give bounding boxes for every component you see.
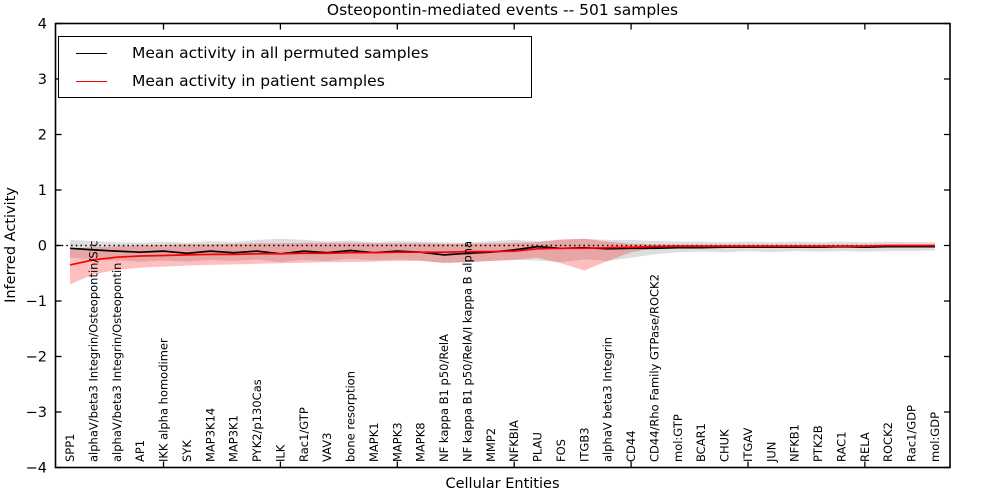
legend-label-patient: Mean activity in patient samples	[132, 72, 385, 90]
x-category-label: ITGAV	[741, 428, 755, 462]
x-category-label: CD44	[624, 430, 638, 462]
x-category-label: MAPK1	[367, 422, 381, 462]
x-category-label: mol:GTP	[671, 414, 685, 462]
y-tick-label: −4	[26, 461, 47, 477]
x-category-label: RELA	[858, 432, 872, 462]
x-category-label: MAPK3	[390, 422, 404, 462]
x-category-label: JUN	[764, 442, 778, 463]
x-category-label: NF kappa B1 p50/RelA	[437, 334, 451, 462]
y-tick-label: 4	[38, 17, 47, 33]
legend-item-permuted: Mean activity in all permuted samples	[59, 44, 531, 62]
y-tick-label: 2	[38, 128, 47, 144]
x-category-label: PYK2/p130Cas	[250, 379, 264, 462]
x-axis-label: Cellular Entities	[445, 476, 560, 492]
x-category-label: IKK alpha homodimer	[157, 338, 171, 462]
y-tick-label: 0	[38, 239, 47, 255]
x-category-label: SPP1	[63, 434, 77, 463]
patient-std-band	[70, 238, 935, 285]
x-category-label: alphaV/beta3 Integrin/Osteopontin/Src	[86, 241, 100, 462]
x-category-label: NFKB1	[788, 424, 802, 462]
x-category-label: PTK2B	[811, 425, 825, 462]
x-category-label: alphaV beta3 Integrin	[601, 337, 615, 462]
legend: Mean activity in all permuted samples Me…	[58, 36, 532, 98]
x-category-label: Rac1/GDP	[905, 405, 919, 462]
x-category-label: mol:GDP	[928, 412, 942, 462]
permuted-line-swatch	[76, 52, 107, 54]
x-category-label: alphaV/beta3 Integrin/Osteopontin	[110, 263, 124, 462]
x-category-label: FOS	[554, 439, 568, 462]
y-tick-label: −1	[26, 294, 47, 310]
y-tick-label: 3	[38, 72, 47, 88]
x-category-label: AP1	[133, 440, 147, 462]
y-tick-label: −2	[26, 350, 47, 366]
x-category-label: MAP3K14	[203, 408, 217, 462]
x-category-label: MAPK8	[414, 422, 428, 462]
chart-title: Osteopontin-mediated events -- 501 sampl…	[326, 1, 679, 19]
x-category-label: CHUK	[718, 429, 732, 462]
x-category-label: BCAR1	[694, 423, 708, 462]
x-category-label: CD44/Rho Family GTPase/ROCK2	[647, 274, 661, 462]
legend-label-permuted: Mean activity in all permuted samples	[132, 44, 429, 62]
x-category-label: VAV3	[320, 433, 334, 462]
x-category-label: PLAU	[531, 432, 545, 462]
y-tick-label: 1	[38, 183, 47, 199]
x-category-label: MAP3K1	[227, 415, 241, 462]
x-category-label: SYK	[180, 440, 194, 462]
x-category-label: ILK	[273, 444, 287, 462]
x-category-label: Rac1/GTP	[297, 407, 311, 462]
x-category-label: ITGB3	[577, 427, 591, 462]
x-category-label: ROCK2	[881, 422, 895, 462]
patient-line-swatch	[76, 80, 107, 82]
legend-item-patient: Mean activity in patient samples	[59, 72, 531, 90]
x-category-label: NF kappa B1 p50/RelA/I kappa B alpha	[460, 241, 474, 462]
x-category-label: RAC1	[834, 431, 848, 462]
x-category-label: MMP2	[484, 428, 498, 462]
y-tick-label: −3	[26, 405, 47, 421]
patient-mean-line	[69, 244, 935, 266]
x-category-label: bone resorption	[344, 371, 358, 462]
x-category-label: NFKBIA	[507, 420, 521, 462]
